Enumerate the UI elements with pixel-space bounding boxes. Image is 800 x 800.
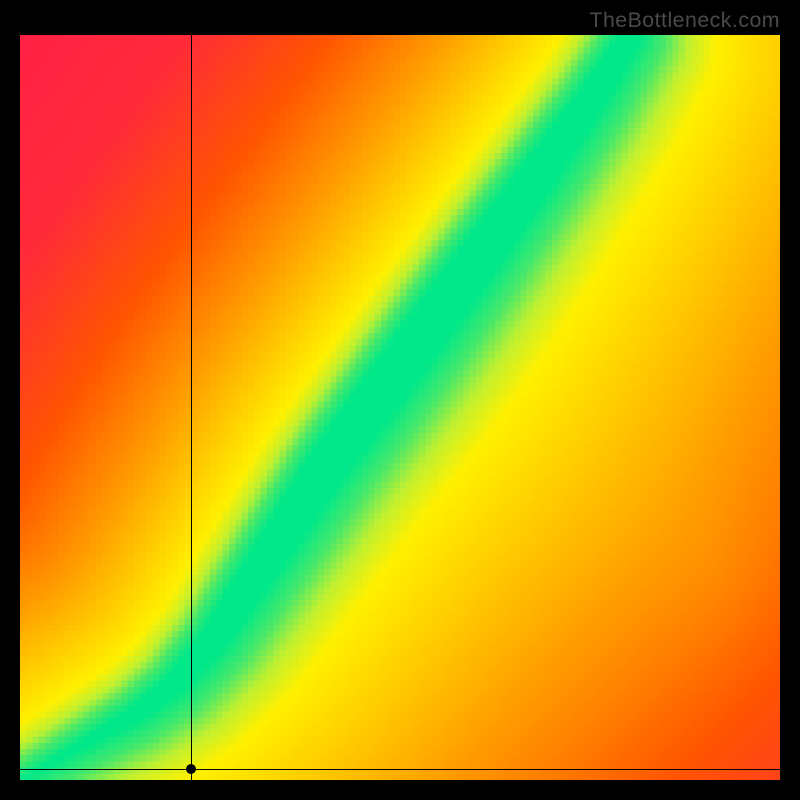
crosshair-horizontal [20,769,780,770]
heatmap-canvas [20,35,780,780]
heatmap-plot [20,35,780,780]
crosshair-vertical [191,35,192,780]
crosshair-marker [186,764,196,774]
watermark-label: TheBottleneck.com [589,8,780,33]
